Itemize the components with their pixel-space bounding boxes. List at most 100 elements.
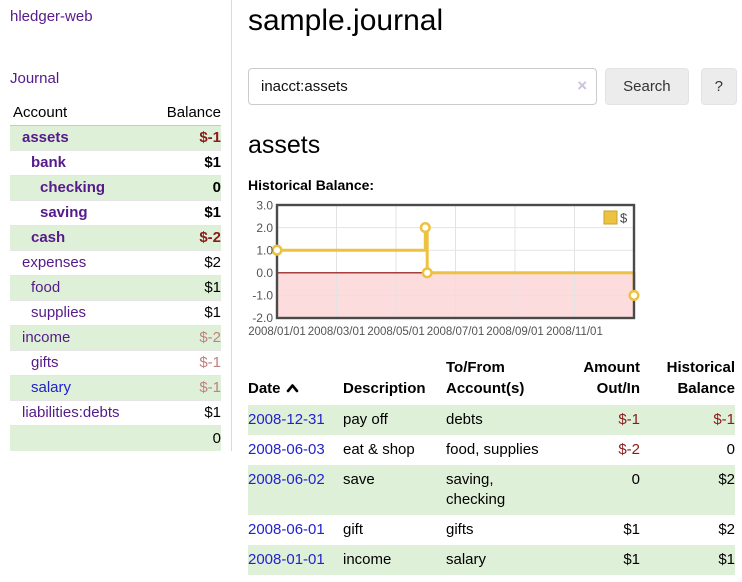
- transaction-balance: $-1: [640, 405, 735, 435]
- transaction-description: pay off: [343, 405, 446, 435]
- transaction-description: save: [343, 465, 446, 515]
- account-balance: $-2: [149, 226, 221, 251]
- account-link-assets[interactable]: assets: [22, 129, 69, 146]
- transaction-row: 2008-12-31 pay off debts $-1 $-1: [248, 405, 735, 435]
- y-axis-tick: 1.0: [256, 244, 273, 258]
- account-row: income $-2: [10, 326, 221, 351]
- historical-balance-chart: $ 3.0 2.0 1.0 0.0 -1.0 -2.0 2008/01/01 2…: [248, 201, 668, 342]
- y-axis-tick: 3.0: [256, 201, 273, 213]
- account-link-expenses[interactable]: expenses: [22, 254, 86, 271]
- transaction-date-link[interactable]: 2008-06-03: [248, 441, 325, 458]
- transaction-row: 2008-01-01 income salary $1 $1: [248, 545, 735, 575]
- account-row: expenses $2: [10, 251, 221, 276]
- accounts-column-header: To/From Account(s): [446, 357, 554, 405]
- account-row: bank $1: [10, 151, 221, 176]
- search-form: × Search ?: [248, 68, 737, 105]
- search-button[interactable]: Search: [605, 68, 689, 105]
- account-row: food $1: [10, 276, 221, 301]
- account-balance: $1: [149, 276, 221, 301]
- data-point: [273, 246, 282, 255]
- account-row: liabilities:debts $1: [10, 401, 221, 426]
- transaction-description: income: [343, 545, 446, 575]
- sidebar-item-journal[interactable]: Journal: [10, 70, 59, 87]
- page-title: sample.journal: [248, 2, 737, 40]
- transaction-amount: $-1: [554, 405, 640, 435]
- transaction-accounts: debts: [446, 405, 554, 435]
- transaction-balance: $1: [640, 545, 735, 575]
- sort-ascending-icon: [286, 378, 299, 399]
- data-point: [421, 223, 430, 232]
- account-link-salary[interactable]: salary: [31, 379, 71, 396]
- data-point: [423, 269, 432, 278]
- accounts-total-row: 0: [10, 426, 221, 452]
- x-axis-ticks: 2008/01/01 2008/03/01 2008/05/01 2008/07…: [248, 326, 603, 338]
- transaction-row: 2008-06-02 save saving, checking 0 $2: [248, 465, 735, 515]
- account-balance: $-2: [149, 326, 221, 351]
- account-balance: $1: [149, 201, 221, 226]
- transaction-date-link[interactable]: 2008-06-02: [248, 471, 325, 488]
- help-button[interactable]: ?: [701, 68, 737, 105]
- transaction-balance: 0: [640, 435, 735, 465]
- account-balance: $-1: [149, 376, 221, 401]
- transaction-description: eat & shop: [343, 435, 446, 465]
- x-axis-tick: 2008/07/01: [427, 326, 485, 338]
- accounts-table-header: Account Balance: [10, 101, 221, 126]
- description-column-header: Description: [343, 357, 446, 405]
- account-row: cash $-2: [10, 226, 221, 251]
- account-balance: 0: [149, 176, 221, 201]
- accounts-table: Account Balance assets $-1 bank $1 check…: [10, 101, 221, 451]
- chart-legend: $: [604, 211, 628, 226]
- account-link-gifts[interactable]: gifts: [31, 354, 59, 371]
- account-balance: $-1: [149, 126, 221, 151]
- transaction-date-link[interactable]: 2008-12-31: [248, 411, 325, 428]
- amount-column-header: Amount Out/In: [554, 357, 640, 405]
- transaction-description: gift: [343, 515, 446, 545]
- transaction-accounts: food, supplies: [446, 435, 554, 465]
- account-link-food[interactable]: food: [31, 279, 60, 296]
- y-axis-ticks: 3.0 2.0 1.0 0.0 -1.0 -2.0: [252, 201, 273, 325]
- brand-link[interactable]: hledger-web: [10, 8, 93, 25]
- account-link-bank[interactable]: bank: [31, 154, 66, 171]
- account-link-income[interactable]: income: [22, 329, 70, 346]
- account-link-supplies[interactable]: supplies: [31, 304, 86, 321]
- account-link-liabilities-debts[interactable]: liabilities:debts: [22, 404, 120, 421]
- y-axis-tick: 2.0: [256, 221, 273, 235]
- account-balance: $1: [149, 151, 221, 176]
- legend-swatch-icon: [604, 211, 617, 224]
- date-column-header[interactable]: Date: [248, 357, 343, 405]
- chart-title: Historical Balance:: [248, 177, 737, 193]
- sidebar: hledger-web Journal Account Balance asse…: [0, 0, 232, 451]
- main-content: sample.journal × Search ? assets Histori…: [248, 0, 737, 575]
- register-heading: assets: [248, 130, 737, 160]
- y-axis-tick: -2.0: [252, 311, 273, 325]
- transaction-amount: 0: [554, 465, 640, 515]
- account-link-checking[interactable]: checking: [40, 179, 105, 196]
- transaction-accounts: saving, checking: [446, 465, 554, 515]
- account-row: assets $-1: [10, 126, 221, 151]
- register-table: Date Description To/From Account(s) Amou…: [248, 357, 735, 575]
- register-table-header: Date Description To/From Account(s) Amou…: [248, 357, 735, 405]
- account-row: supplies $1: [10, 301, 221, 326]
- transaction-amount: $-2: [554, 435, 640, 465]
- accounts-total: 0: [149, 426, 221, 452]
- search-input[interactable]: [248, 68, 597, 105]
- account-link-saving[interactable]: saving: [40, 204, 88, 221]
- account-row: salary $-1: [10, 376, 221, 401]
- transaction-balance: $2: [640, 465, 735, 515]
- account-link-cash[interactable]: cash: [31, 229, 65, 246]
- transaction-balance: $2: [640, 515, 735, 545]
- transaction-row: 2008-06-01 gift gifts $1 $2: [248, 515, 735, 545]
- account-balance: $2: [149, 251, 221, 276]
- transaction-amount: $1: [554, 545, 640, 575]
- transaction-date-link[interactable]: 2008-06-01: [248, 521, 325, 538]
- account-balance: $1: [149, 401, 221, 426]
- account-row: saving $1: [10, 201, 221, 226]
- account-balance: $1: [149, 301, 221, 326]
- transaction-row: 2008-06-03 eat & shop food, supplies $-2…: [248, 435, 735, 465]
- clear-search-icon[interactable]: ×: [577, 76, 587, 96]
- x-axis-tick: 2008/03/01: [308, 326, 366, 338]
- accounts-column-header: Account: [10, 101, 149, 126]
- account-balance: $-1: [149, 351, 221, 376]
- transaction-date-link[interactable]: 2008-01-01: [248, 551, 325, 568]
- transaction-amount: $1: [554, 515, 640, 545]
